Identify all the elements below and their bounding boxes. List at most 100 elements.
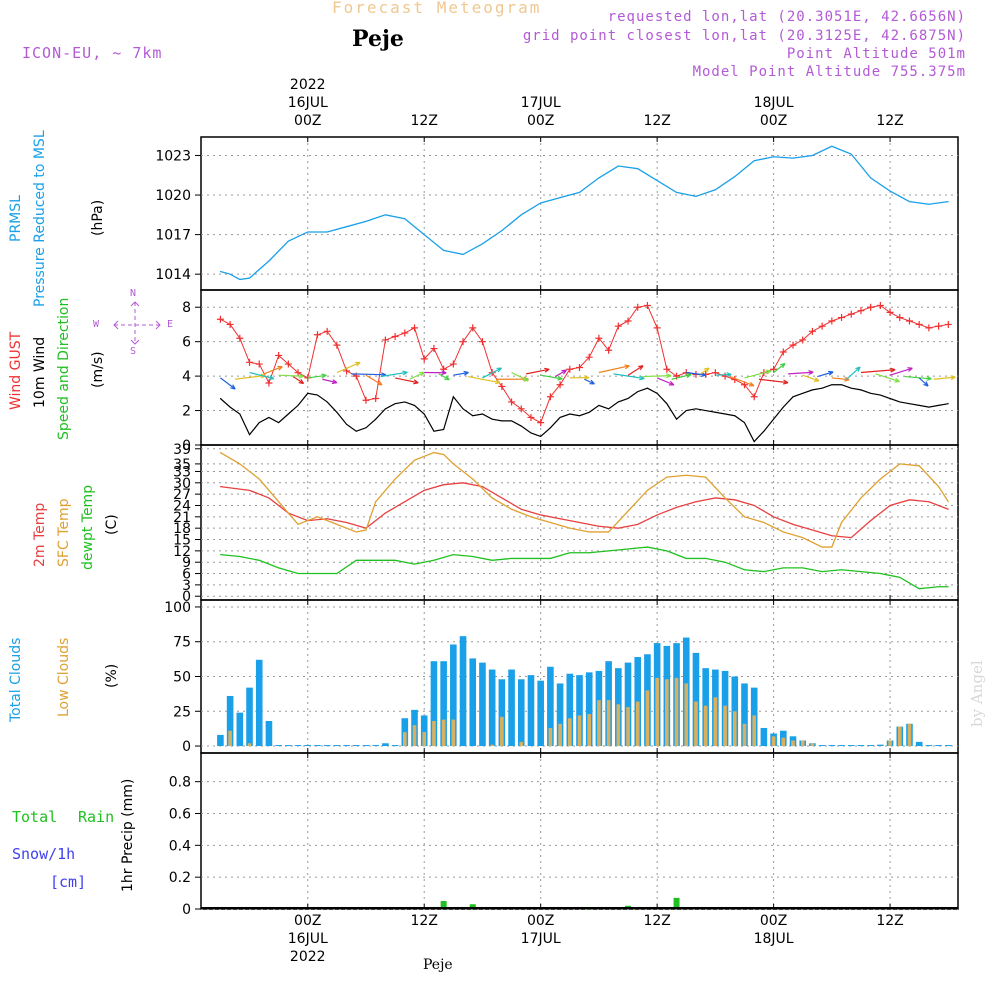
y-tick-label: 4 [182, 369, 191, 385]
gust-marker [808, 327, 816, 335]
wind-direction-arrowhead [413, 379, 419, 385]
dewpt-point [219, 554, 221, 556]
total-cloud-bar [547, 666, 554, 747]
gust-marker [517, 405, 525, 413]
wind-direction-arrow [526, 368, 550, 375]
sfc-temp-point [472, 478, 474, 480]
wind10-point [860, 389, 862, 391]
dewpt-point [511, 557, 513, 559]
low-cloud-bar [519, 741, 524, 747]
total-cloud-bar [488, 669, 496, 747]
low-cloud-bar [742, 723, 747, 747]
total-cloud-bar [420, 715, 428, 747]
gust-marker [246, 358, 254, 366]
dewpt-point [549, 557, 551, 559]
low-cloud-bar [577, 715, 582, 747]
wind-direction-arrowhead [686, 373, 692, 379]
gust-marker [236, 334, 244, 342]
t2m-point [773, 516, 775, 518]
wind-direction-arrow [729, 376, 755, 387]
pressure-point [928, 203, 930, 205]
low-cloud-bar [781, 737, 786, 747]
sfc-temp-line [220, 451, 949, 548]
wind-direction-arrowhead [780, 362, 786, 369]
sfc-temp-point [549, 522, 551, 523]
wind10-point [530, 432, 532, 434]
total-cloud-bar [498, 679, 506, 747]
gust-marker [905, 317, 913, 325]
wind10-point [763, 430, 765, 432]
total-cloud-bar [314, 745, 321, 747]
time-axis-top-label: 2022 [289, 77, 326, 93]
pressure-point [850, 153, 852, 155]
t2m-point [559, 518, 561, 520]
dewpt-point [394, 559, 396, 561]
time-axis-top-label: 17JUL [520, 95, 561, 111]
dewpt-point [860, 571, 862, 573]
sfc-temp-point [375, 501, 377, 503]
low-cloud-bar [752, 715, 756, 747]
precip-rain-label: Rain [78, 808, 115, 826]
sfc-temp-point [588, 531, 590, 533]
y-tick-label: 25 [173, 704, 191, 720]
total-cloud-bar [915, 741, 923, 747]
pressure-point [773, 156, 775, 158]
gust-marker [381, 336, 389, 344]
wind10-point [889, 398, 891, 399]
wind10-point [918, 404, 920, 406]
sfc-temp-point [336, 523, 338, 525]
wind-direction-arrowhead [765, 369, 772, 375]
wind-direction-arrow [292, 376, 304, 385]
wind-direction-arrowhead [923, 381, 929, 387]
wind-direction-arrowhead [444, 375, 450, 381]
gust-marker [401, 329, 409, 337]
gust-marker [420, 355, 428, 363]
y-tick-label: 75 [173, 635, 191, 651]
total-cloud-bar [430, 661, 438, 747]
t2m-point [501, 497, 503, 499]
wind10-point [481, 413, 483, 415]
wind-direction-arrowhead [890, 367, 896, 373]
wind-direction-arrow [656, 377, 675, 386]
wind10-point [811, 389, 813, 391]
time-axis-bottom-label: 00Z [759, 913, 788, 929]
wind10-point [346, 423, 348, 425]
t2m-point [656, 514, 658, 516]
wind10-point [278, 422, 280, 424]
wind-direction-arrow [394, 377, 419, 384]
wind10-point [549, 427, 551, 429]
wind-direction-arrow [220, 377, 236, 390]
wind10-point [870, 392, 872, 394]
pressure-point [559, 197, 561, 199]
pressure-point [656, 180, 658, 182]
y-tick-label: 0.8 [169, 775, 191, 791]
sfc-temp-point [569, 527, 571, 529]
dewpt-point [947, 586, 949, 588]
gust-marker [265, 379, 273, 387]
dewpt-point [239, 556, 241, 558]
sfc-temp-point [452, 463, 454, 465]
y-tick-label: 39 [173, 442, 191, 458]
y-tick-label: 33 [173, 464, 191, 480]
dewpt-point [705, 557, 707, 559]
gust-marker [663, 365, 671, 373]
wind-direction-arrow [802, 374, 820, 382]
pressure-point [540, 202, 542, 204]
wind-direction-arrow [817, 371, 834, 378]
wind10-point [307, 392, 309, 394]
wind10-point [695, 408, 697, 410]
t2m-point [384, 512, 386, 514]
wind-direction-arrow [700, 367, 710, 375]
sfc-temp-point [685, 474, 687, 476]
dewpt-point [472, 556, 474, 558]
pressure-point [889, 190, 891, 192]
y-tick-label: 30 [173, 476, 191, 492]
wind-direction-arrowhead [808, 370, 814, 376]
gust-marker [624, 317, 632, 325]
wind-direction-arrowhead [298, 373, 304, 379]
t2m-point [947, 508, 949, 510]
t2m-point [908, 499, 910, 501]
pressure-point [811, 154, 813, 156]
sfc-temp-point [879, 478, 881, 480]
